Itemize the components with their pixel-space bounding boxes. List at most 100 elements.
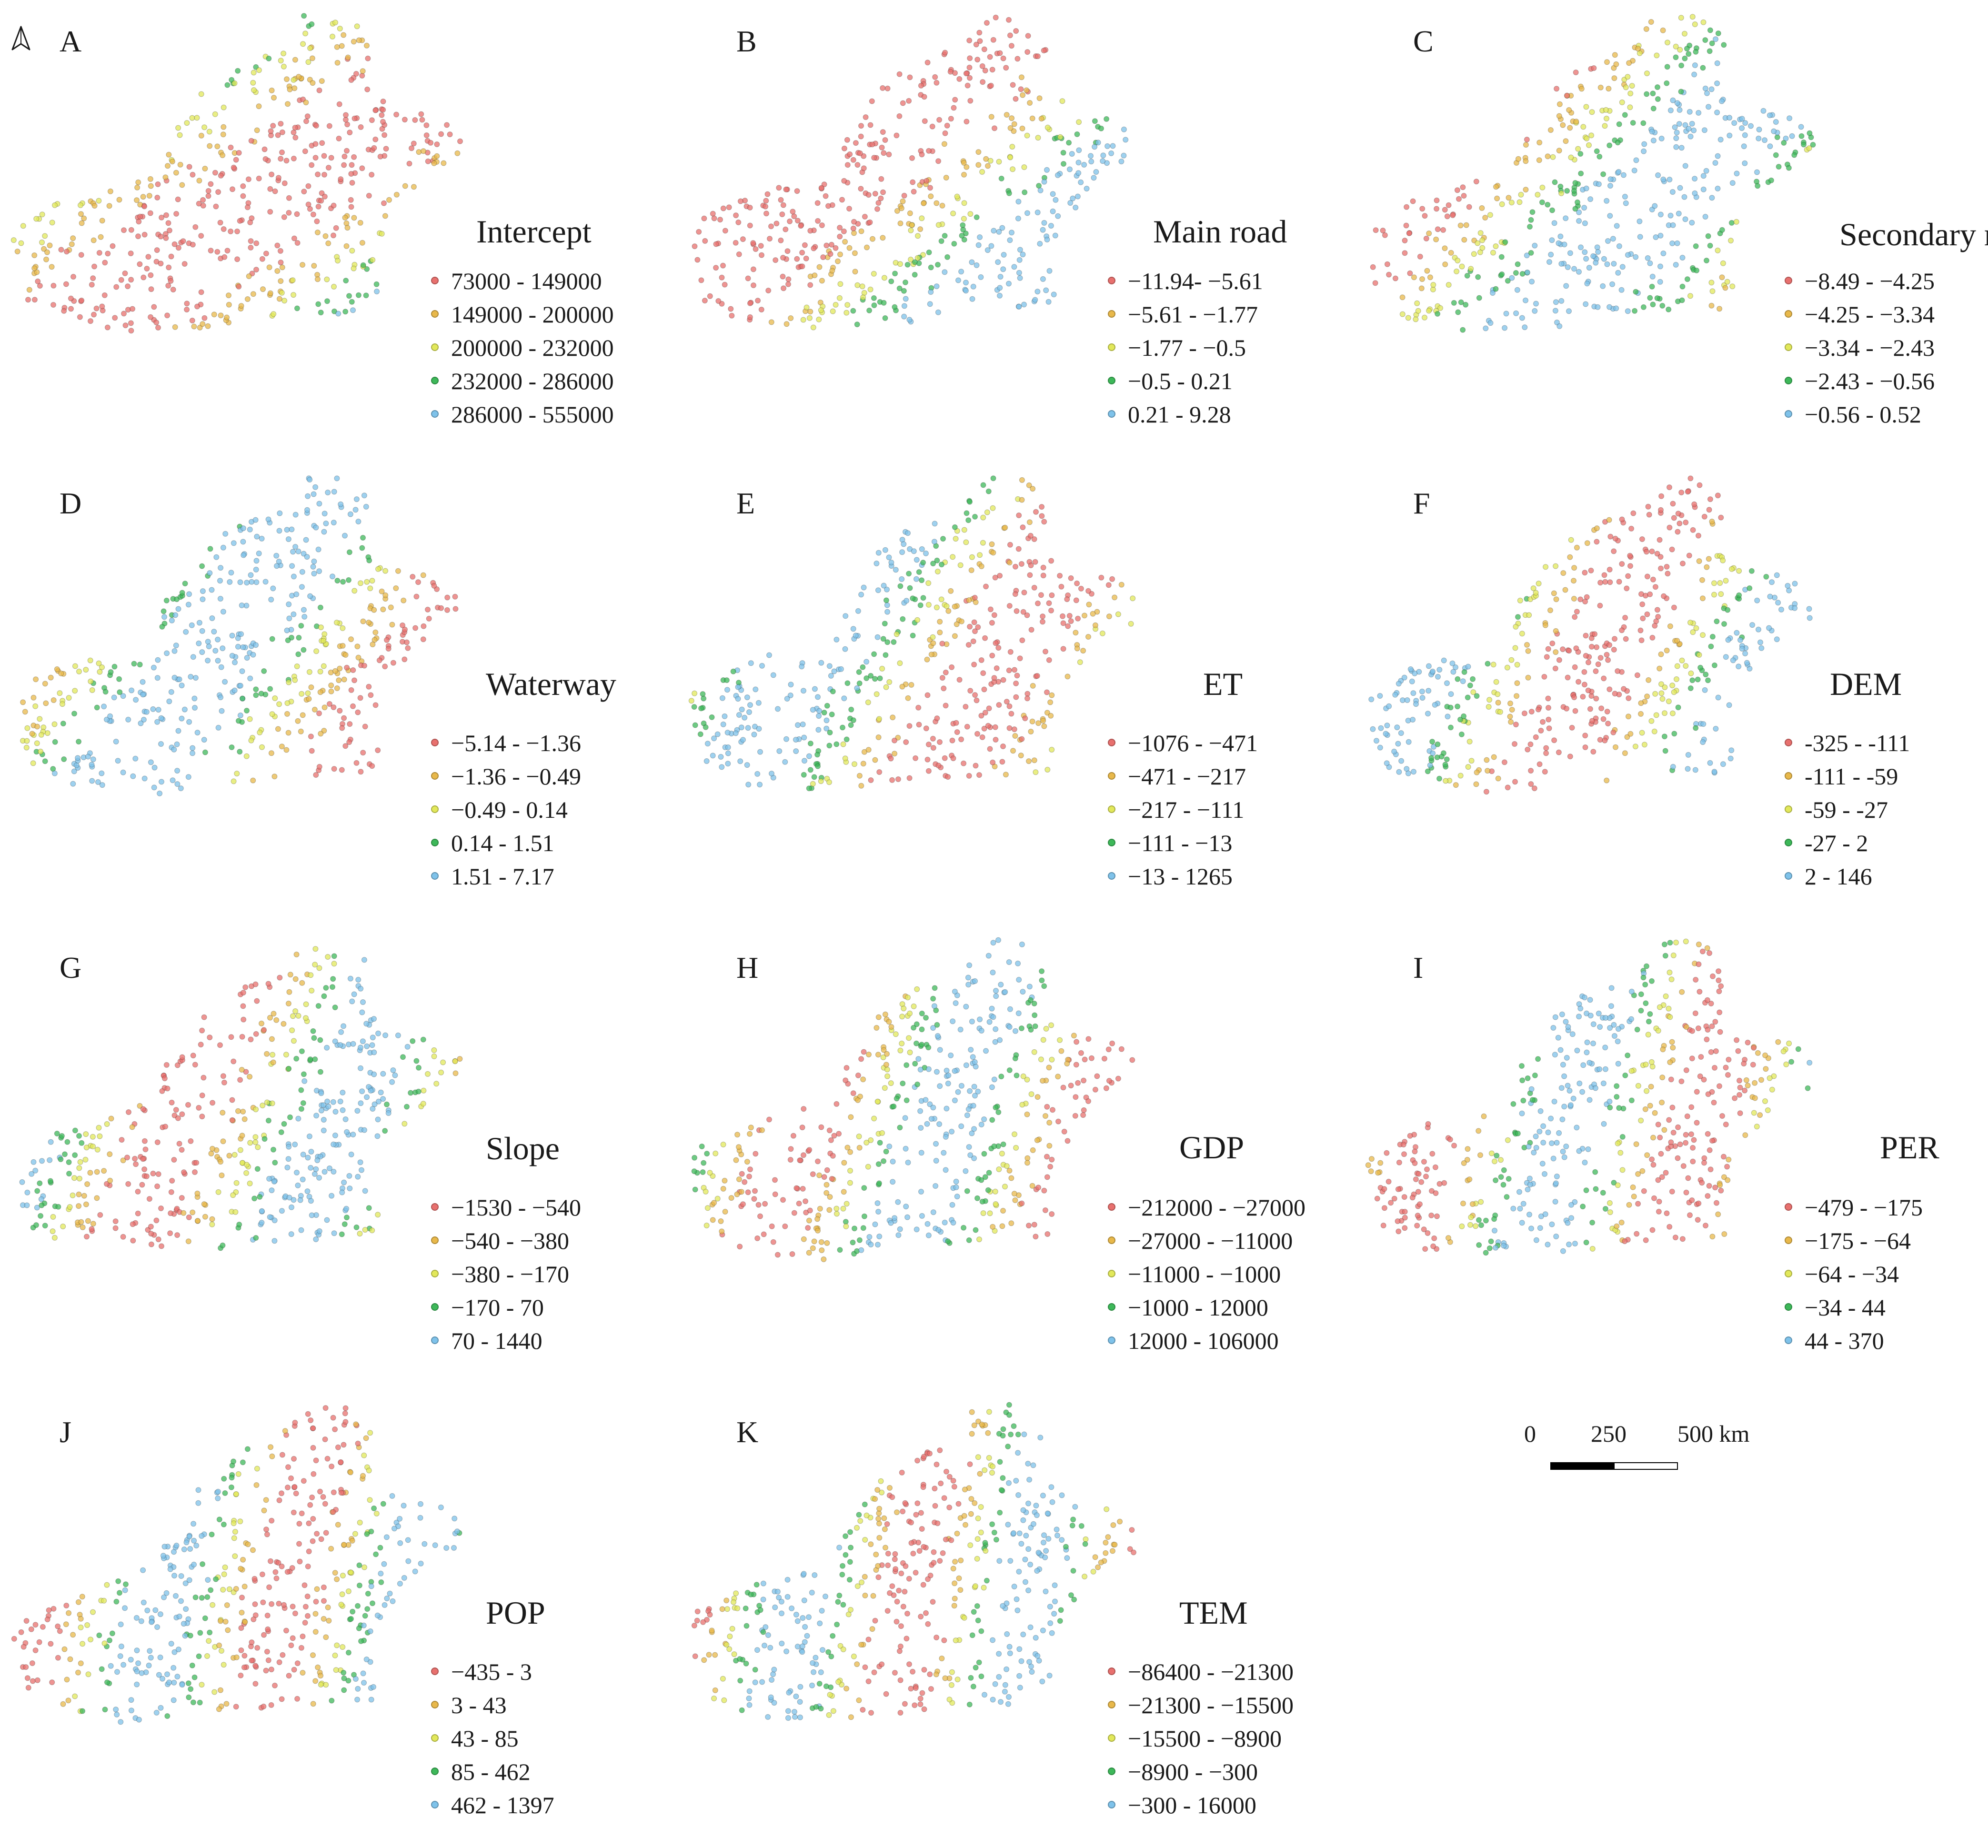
sample-point xyxy=(862,1185,867,1191)
sample-point xyxy=(907,723,912,729)
sample-point xyxy=(1678,89,1684,94)
sample-point xyxy=(68,296,73,301)
sample-point xyxy=(1483,1218,1488,1223)
legend-swatch-icon xyxy=(431,1336,439,1344)
sample-point xyxy=(1725,279,1730,284)
sample-point xyxy=(200,563,205,569)
sample-point xyxy=(1559,191,1564,196)
legend-label: −175 - −64 xyxy=(1805,1226,1911,1255)
sample-point xyxy=(1406,771,1411,776)
sample-point xyxy=(1437,1181,1442,1186)
sample-point xyxy=(1411,691,1416,696)
sample-point xyxy=(1544,654,1549,660)
sample-point xyxy=(144,1174,149,1179)
legend-label: −111 - −13 xyxy=(1128,829,1232,857)
sample-point xyxy=(1027,984,1032,989)
sample-point xyxy=(107,1152,112,1157)
sample-point xyxy=(1710,634,1715,639)
sample-point xyxy=(1003,772,1008,777)
sample-point xyxy=(1623,85,1628,90)
sample-point xyxy=(844,137,850,142)
sample-point xyxy=(1649,718,1654,723)
sample-point xyxy=(1574,646,1579,651)
sample-point xyxy=(1664,1211,1669,1216)
sample-point xyxy=(98,234,103,240)
sample-point xyxy=(1709,41,1715,46)
sample-point xyxy=(1448,250,1454,255)
sample-point xyxy=(807,1208,813,1213)
sample-point xyxy=(1768,178,1774,183)
panel-letter: B xyxy=(736,26,757,57)
sample-point xyxy=(1368,1169,1374,1174)
sample-point xyxy=(1446,1235,1451,1241)
sample-point xyxy=(159,1206,164,1211)
sample-point xyxy=(1528,782,1534,787)
sample-point xyxy=(982,687,987,692)
sample-point xyxy=(94,1195,100,1201)
sample-point xyxy=(303,1015,309,1021)
sample-point xyxy=(834,1206,839,1211)
sample-point xyxy=(355,1108,360,1114)
sample-point xyxy=(281,1121,287,1126)
sample-point xyxy=(1736,664,1741,669)
sample-point xyxy=(1668,1077,1674,1082)
sample-point xyxy=(269,751,274,756)
sample-point xyxy=(805,1225,811,1231)
sample-point xyxy=(843,1224,849,1229)
sample-point xyxy=(1001,1208,1006,1214)
sample-point xyxy=(1104,116,1109,121)
sample-point xyxy=(221,1074,226,1079)
sample-point xyxy=(268,291,273,296)
sample-point xyxy=(1074,1039,1079,1045)
sample-point xyxy=(371,145,377,151)
sample-point xyxy=(112,315,118,321)
sample-point xyxy=(923,1097,928,1103)
sample-point xyxy=(1573,70,1578,75)
sample-point xyxy=(918,1108,923,1114)
sample-point xyxy=(414,594,419,599)
sample-point xyxy=(102,292,107,298)
sample-point xyxy=(62,1152,68,1157)
sample-point xyxy=(1665,64,1670,70)
sample-point xyxy=(1683,663,1688,669)
sample-point xyxy=(884,1149,889,1154)
sample-point xyxy=(1583,633,1588,638)
sample-point xyxy=(453,1071,458,1076)
sample-point xyxy=(308,1198,313,1204)
sample-point xyxy=(1013,1028,1018,1034)
sample-point xyxy=(1525,1075,1530,1081)
sample-point xyxy=(990,67,995,72)
sample-point xyxy=(951,756,956,761)
sample-point xyxy=(864,245,870,250)
sample-point xyxy=(230,1117,235,1123)
sample-point xyxy=(384,637,390,643)
sample-point xyxy=(270,636,275,642)
sample-point xyxy=(158,234,163,239)
sample-point xyxy=(1049,747,1054,753)
sample-point xyxy=(1614,1094,1619,1099)
sample-point xyxy=(1564,1144,1569,1149)
sample-point xyxy=(865,1164,871,1169)
sample-point xyxy=(859,592,864,597)
sample-point xyxy=(164,212,169,218)
sample-point xyxy=(936,159,941,164)
sample-point xyxy=(174,211,179,216)
sample-point xyxy=(272,1683,278,1688)
sample-point xyxy=(1585,281,1590,286)
sample-point xyxy=(847,1180,853,1185)
sample-point xyxy=(986,1170,992,1175)
sample-point xyxy=(987,746,993,752)
sample-point xyxy=(795,723,801,728)
sample-point xyxy=(1696,942,1701,947)
sample-point xyxy=(1584,256,1589,261)
sample-point xyxy=(291,612,296,617)
sample-point xyxy=(827,1207,832,1213)
sample-point xyxy=(355,1174,361,1179)
sample-point xyxy=(1683,217,1688,222)
sample-point xyxy=(1496,776,1501,781)
sample-point xyxy=(828,673,833,678)
sample-point xyxy=(1042,1188,1047,1193)
sample-point xyxy=(893,271,898,276)
sample-point xyxy=(1706,556,1711,562)
sample-point xyxy=(1013,733,1018,739)
